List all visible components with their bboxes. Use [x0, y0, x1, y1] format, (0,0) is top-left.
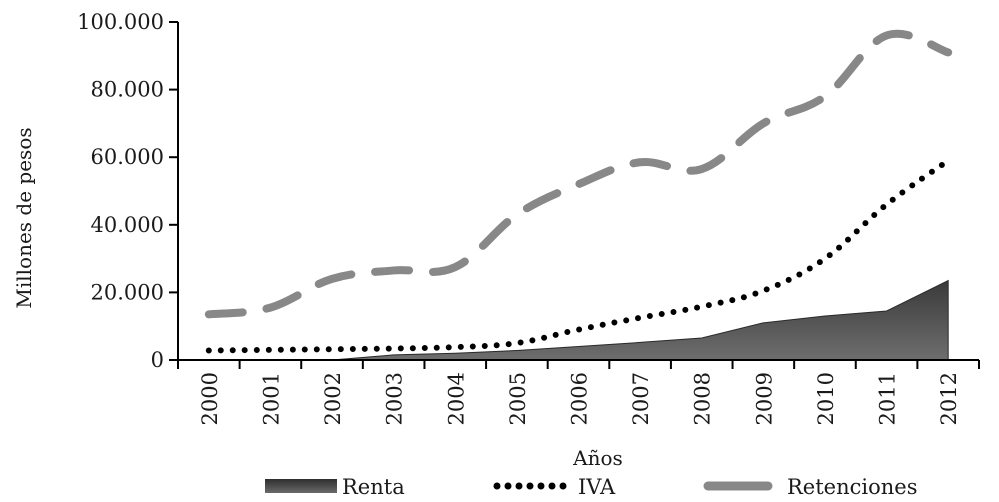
series-renta-point [514, 348, 520, 354]
series-renta-point [699, 335, 705, 341]
series-iva-point [945, 158, 951, 164]
series-iva-point [699, 304, 705, 310]
y-axis-label: Millones de pesos [12, 127, 36, 308]
series-retenciones-point [576, 181, 582, 187]
y-tick-label: 0 [151, 348, 164, 372]
x-tick-label: 2002 [321, 372, 345, 425]
series-retenciones-point [514, 212, 520, 218]
x-tick-label: 2009 [752, 372, 776, 425]
legend-item-retenciones: Retenciones [703, 475, 917, 499]
series-iva-point [576, 327, 582, 333]
series-iva-point [760, 288, 766, 294]
series-iva-point [206, 348, 212, 354]
legend-label-renta: Renta [342, 475, 405, 499]
series-iva-point [391, 346, 397, 352]
x-tick-label: 2010 [814, 372, 838, 425]
series-retenciones-point [822, 93, 828, 99]
series-iva-point [267, 347, 273, 353]
legend-label-iva: IVA [578, 475, 616, 499]
y-tick-label: 20.000 [91, 280, 164, 304]
series-renta-point [822, 313, 828, 319]
x-tick-label: 2005 [506, 372, 530, 425]
series-renta-point [884, 308, 890, 314]
series-renta-point [576, 343, 582, 349]
series-retenciones-point [267, 305, 273, 311]
x-tick-label: 2011 [876, 372, 900, 425]
series-layer [204, 29, 953, 361]
series-iva-point [884, 202, 890, 208]
legend-swatch-renta [265, 479, 337, 493]
x-tick-label: 2012 [937, 372, 961, 425]
series-retenciones-point [945, 49, 951, 55]
series-retenciones-point [699, 166, 705, 172]
series-iva-point [329, 346, 335, 352]
legend-label-retenciones: Retenciones [787, 475, 917, 499]
y-tick-label: 40.000 [91, 213, 164, 237]
series-retenciones-point [760, 120, 766, 126]
x-tick-label: 2008 [691, 372, 715, 425]
x-tick-label: 2000 [198, 372, 222, 425]
series-retenciones-line [204, 29, 953, 319]
series-renta-point [945, 278, 951, 284]
series-iva-point [822, 256, 828, 262]
x-tick-label: 2007 [629, 372, 653, 425]
series-iva-point [637, 315, 643, 321]
legend-item-renta: Renta [265, 475, 405, 499]
x-tick-label: 2003 [383, 372, 407, 425]
x-tick-label: 2001 [259, 372, 283, 425]
series-renta-point [391, 352, 397, 358]
y-tick-label: 60.000 [91, 145, 164, 169]
x-tick-label: 2004 [444, 372, 468, 425]
series-iva-point [452, 344, 458, 350]
x-axis-label: Años [572, 446, 623, 470]
legend: Renta IVA Retenciones [265, 475, 917, 499]
y-tick-label: 80.000 [91, 78, 164, 102]
series-iva-point [514, 340, 520, 346]
series-retenciones-point [452, 264, 458, 270]
series-retenciones-point [884, 33, 890, 39]
legend-item-iva: IVA [493, 475, 616, 499]
series-renta-point [452, 350, 458, 356]
series-retenciones-point [637, 159, 643, 165]
series-renta-point [760, 320, 766, 326]
x-tick-label: 2006 [568, 372, 592, 425]
axes-layer: 0 20.000 40.000 60.000 80.000 100.000 2000 2001… [77, 10, 980, 425]
series-retenciones-point [391, 267, 397, 273]
series-retenciones-point [206, 311, 212, 317]
series-retenciones-point [329, 276, 335, 282]
y-tick-label: 100.000 [77, 10, 164, 34]
series-renta-point [637, 339, 643, 345]
series-renta-area [208, 279, 949, 361]
